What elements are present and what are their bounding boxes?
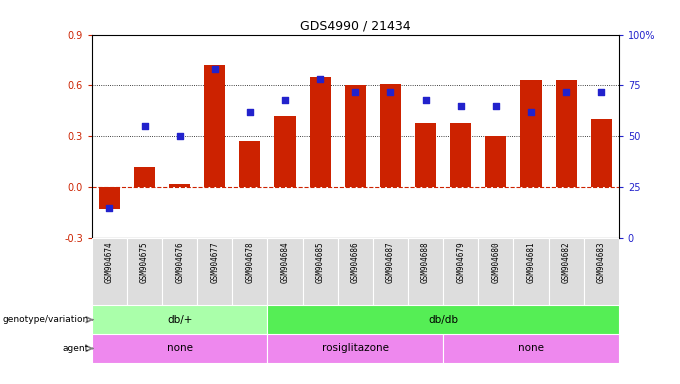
Bar: [443, 238, 478, 305]
Text: GSM904680: GSM904680: [492, 242, 500, 283]
Text: none: none: [167, 343, 192, 354]
Bar: [513, 238, 549, 305]
Text: GSM904686: GSM904686: [351, 242, 360, 283]
Point: [279, 97, 290, 103]
Bar: [197, 238, 233, 305]
Text: GSM904676: GSM904676: [175, 242, 184, 283]
Text: GSM904688: GSM904688: [421, 242, 430, 283]
Text: GSM904678: GSM904678: [245, 242, 254, 283]
Point: [209, 66, 220, 72]
Point: [526, 109, 537, 115]
Point: [104, 204, 115, 210]
Text: none: none: [518, 343, 544, 354]
Bar: [303, 238, 338, 305]
Bar: [556, 80, 577, 187]
Text: db/+: db/+: [167, 314, 192, 325]
Text: GSM904674: GSM904674: [105, 242, 114, 283]
Text: GSM904684: GSM904684: [281, 242, 290, 283]
Text: GSM904679: GSM904679: [456, 242, 465, 283]
Bar: [169, 184, 190, 187]
Title: GDS4990 / 21434: GDS4990 / 21434: [300, 19, 411, 32]
Bar: [267, 334, 443, 363]
Point: [245, 109, 256, 115]
Point: [350, 88, 360, 94]
Text: rosiglitazone: rosiglitazone: [322, 343, 389, 354]
Bar: [591, 119, 612, 187]
Bar: [162, 238, 197, 305]
Point: [456, 103, 466, 109]
Bar: [204, 65, 225, 187]
Bar: [338, 238, 373, 305]
Text: GSM904675: GSM904675: [140, 242, 149, 283]
Point: [139, 123, 150, 129]
Point: [596, 88, 607, 94]
Bar: [275, 116, 296, 187]
Text: GSM904681: GSM904681: [526, 242, 535, 283]
Bar: [239, 141, 260, 187]
Point: [560, 88, 571, 94]
Text: GSM904685: GSM904685: [316, 242, 324, 283]
Bar: [92, 305, 267, 334]
Bar: [309, 77, 330, 187]
Bar: [415, 123, 436, 187]
Bar: [408, 238, 443, 305]
Bar: [233, 238, 267, 305]
Point: [490, 103, 501, 109]
Text: agent: agent: [62, 344, 88, 353]
Bar: [134, 167, 155, 187]
Point: [174, 133, 185, 139]
Text: GSM904677: GSM904677: [210, 242, 219, 283]
Point: [315, 76, 326, 83]
Bar: [478, 238, 513, 305]
Bar: [583, 238, 619, 305]
Point: [385, 88, 396, 94]
Bar: [450, 123, 471, 187]
Bar: [520, 80, 541, 187]
Bar: [345, 86, 366, 187]
Bar: [373, 238, 408, 305]
Bar: [267, 305, 619, 334]
Point: [420, 97, 431, 103]
Bar: [127, 238, 162, 305]
Bar: [443, 334, 619, 363]
Text: genotype/variation: genotype/variation: [2, 315, 88, 324]
Bar: [92, 238, 127, 305]
Text: db/db: db/db: [428, 314, 458, 325]
Bar: [92, 334, 267, 363]
Text: GSM904682: GSM904682: [562, 242, 571, 283]
Bar: [486, 136, 507, 187]
Bar: [267, 238, 303, 305]
Text: GSM904683: GSM904683: [597, 242, 606, 283]
Bar: [99, 187, 120, 209]
Text: GSM904687: GSM904687: [386, 242, 395, 283]
Bar: [549, 238, 583, 305]
Bar: [380, 84, 401, 187]
